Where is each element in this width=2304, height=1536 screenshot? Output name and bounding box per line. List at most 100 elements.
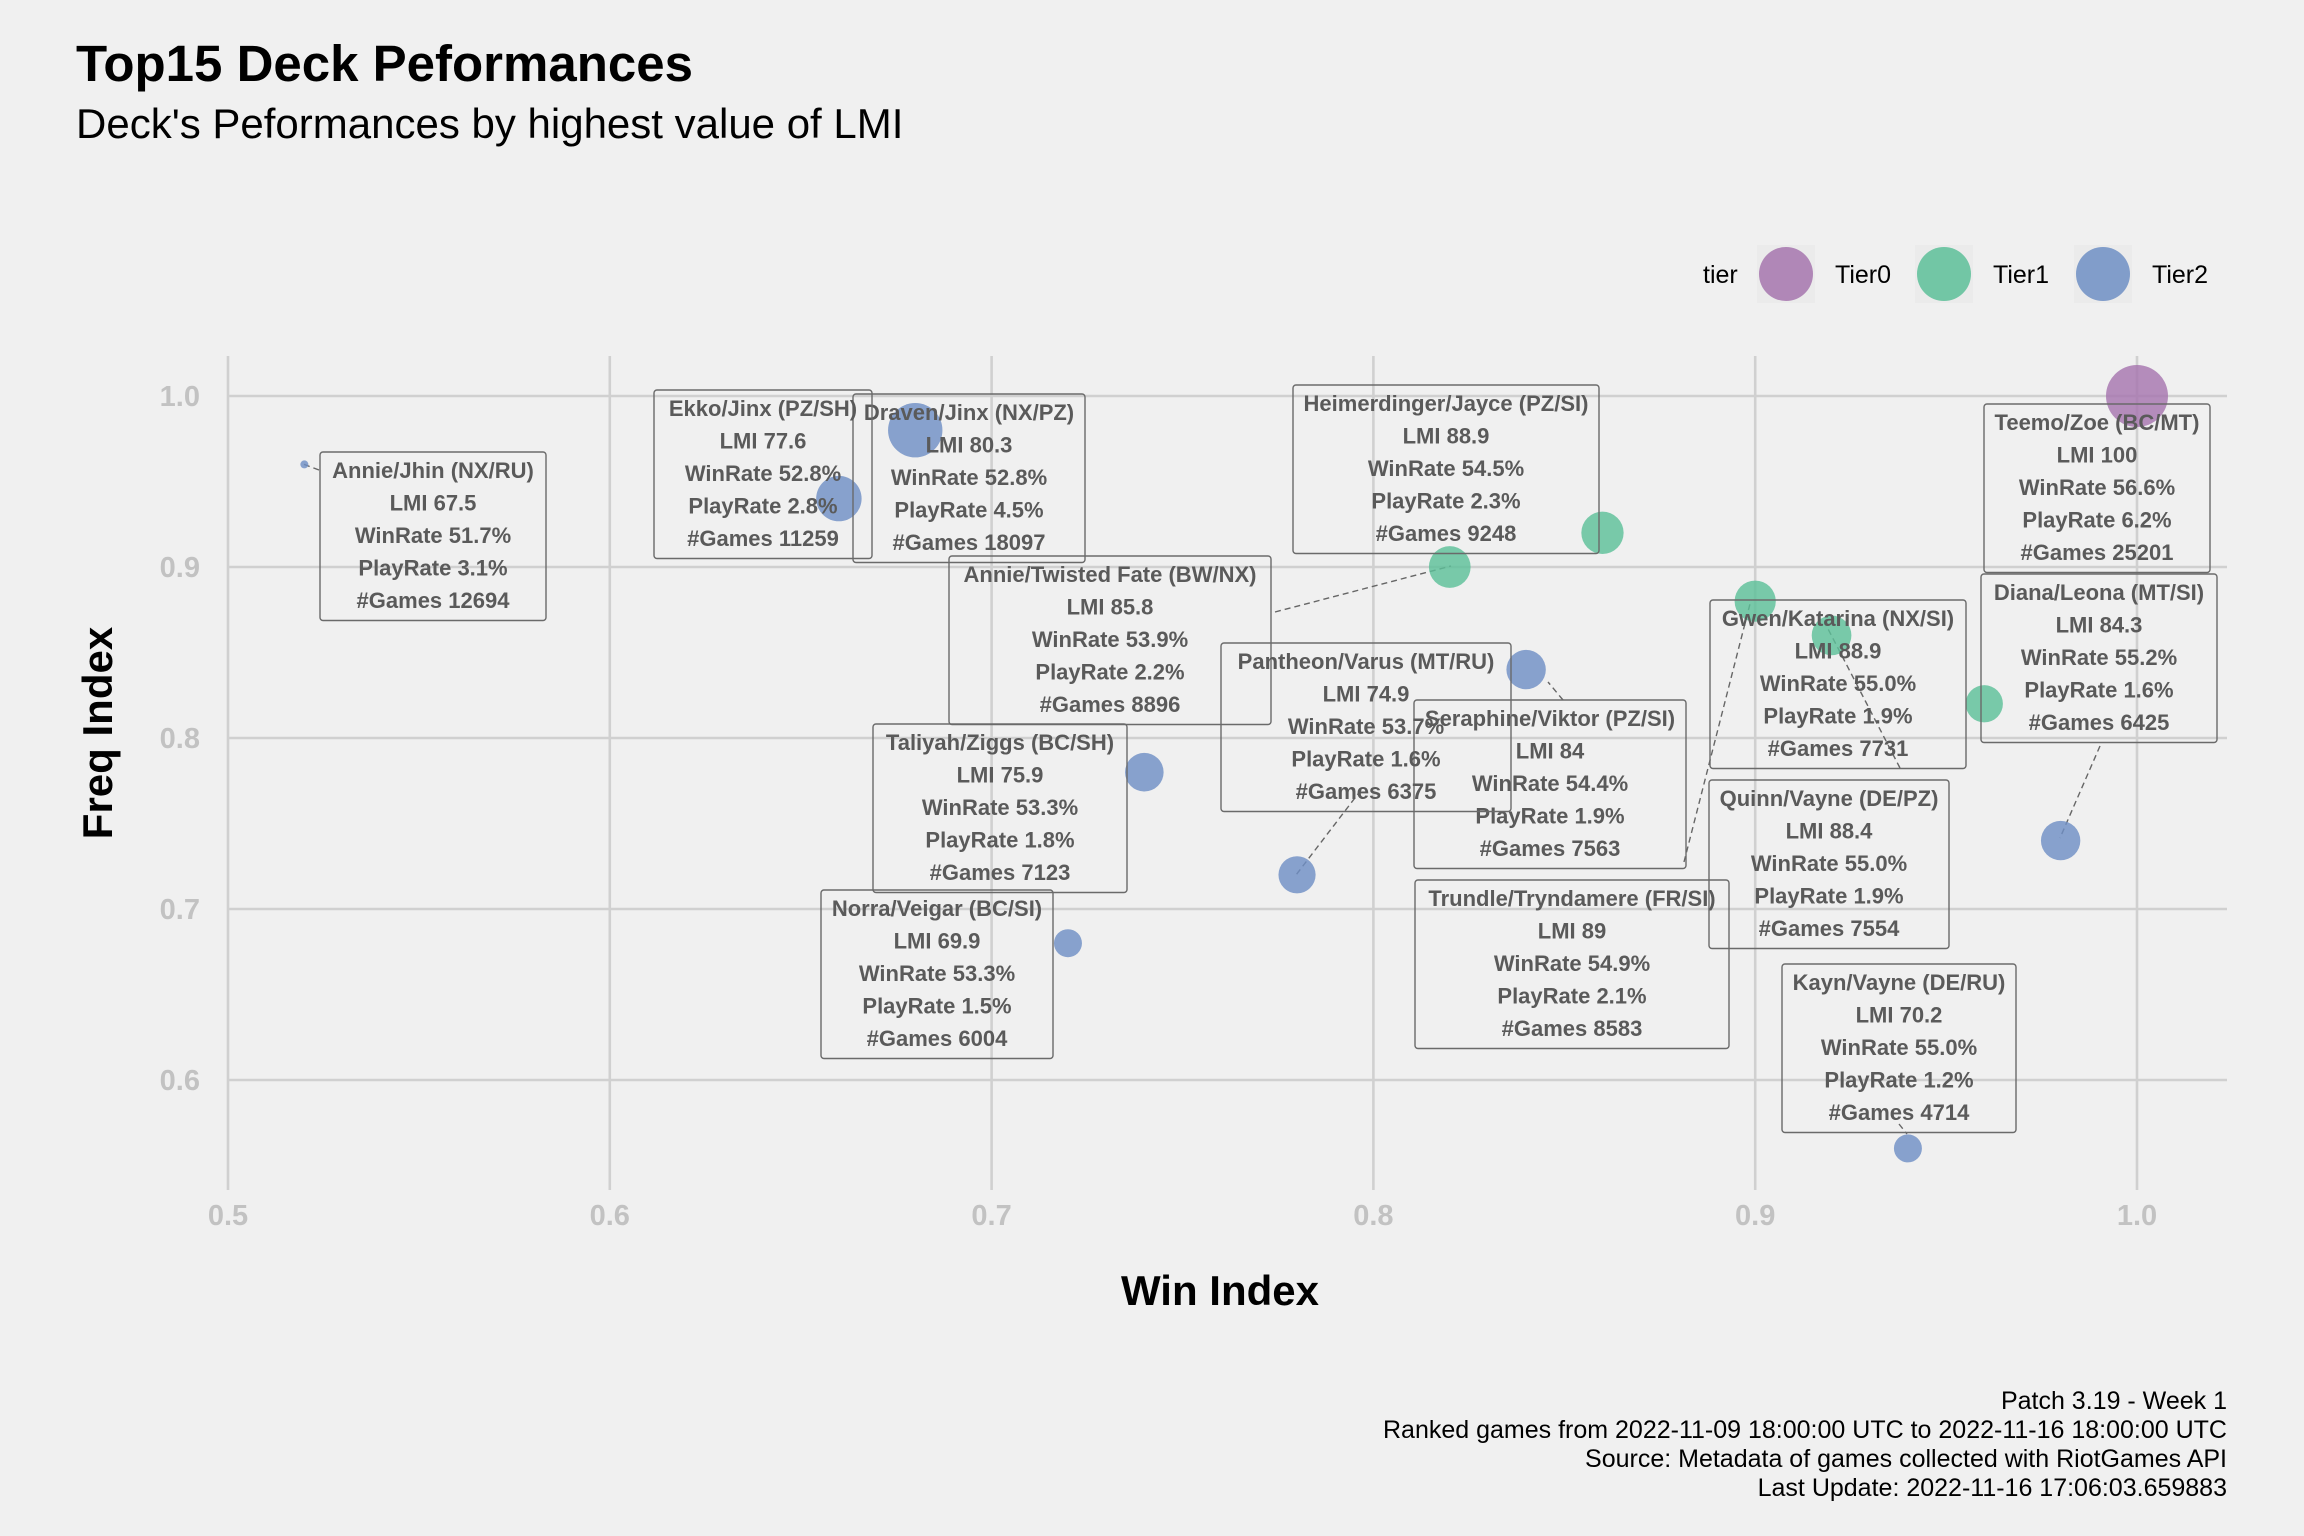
label-line: Norra/Veigar (BC/SI): [832, 896, 1042, 921]
chart-subtitle: Deck's Peformances by highest value of L…: [76, 100, 903, 147]
y-tick-label: 0.9: [160, 552, 200, 584]
axis-ticks: 0.5 0.6 0.7 0.8 0.9 1.0 0.6 0.7 0.8 0.9 1.0: [160, 381, 2157, 1232]
label-line: Gwen/Katarina (NX/SI): [1722, 606, 1954, 631]
label-line: #Games 7554: [1759, 916, 1900, 941]
y-tick-label: 0.7: [160, 894, 200, 926]
x-tick-label: 0.7: [971, 1200, 1011, 1232]
point-label: Norra/Veigar (BC/SI) LMI 69.9 WinRate 53.3…: [820, 889, 1054, 1060]
label-line: WinRate 51.7%: [355, 523, 511, 548]
label-box: [820, 889, 1054, 1060]
label-line: LMI 88.4: [1786, 819, 1874, 844]
point-label: Trundle/Tryndamere (FR/SI) LMI 89 WinRate …: [1414, 879, 1730, 1050]
data-points: [300, 365, 2168, 1163]
label-line: PlayRate 1.9%: [1763, 704, 1912, 729]
label-line: WinRate 55.0%: [1760, 671, 1916, 696]
label-line: #Games 6375: [1296, 779, 1437, 804]
chart-title: Top15 Deck Peformances: [76, 35, 693, 92]
caption: Patch 3.19 - Week 1 Ranked games from 20…: [1383, 1387, 2227, 1502]
point-label: Annie/Twisted Fate (BW/NX) LMI 85.8 WinRat…: [948, 555, 1272, 726]
label-line: WinRate 56.6%: [2019, 475, 2175, 500]
label-line: WinRate 53.9%: [1032, 627, 1188, 652]
label-line: #Games 7731: [1768, 736, 1909, 761]
data-point: [1965, 685, 2003, 723]
label-line: PlayRate 1.6%: [2024, 678, 2173, 703]
point-label: Kayn/Vayne (DE/RU) LMI 70.2 WinRate 55.0% P…: [1781, 963, 2017, 1134]
label-line: #Games 9248: [1376, 521, 1517, 546]
label-line: LMI 80.3: [926, 433, 1013, 458]
label-line: LMI 75.9: [957, 763, 1044, 788]
label-box: [319, 451, 547, 622]
label-line: Heimerdinger/Jayce (PZ/SI): [1304, 391, 1589, 416]
caption-line-3: Source: Metadata of games collected with…: [1585, 1445, 2227, 1473]
label-line: PlayRate 1.5%: [862, 994, 1011, 1019]
label-line: LMI 88.9: [1795, 639, 1882, 664]
label-leader: [1295, 789, 1362, 876]
legend: tier Tier0 Tier1 Tier2: [1703, 245, 2208, 303]
label-line: #Games 4714: [1829, 1100, 1970, 1125]
label-line: LMI 85.8: [1067, 595, 1154, 620]
data-point: [1125, 752, 1164, 792]
label-box: [1413, 699, 1687, 870]
y-tick-label: 0.6: [160, 1065, 200, 1097]
caption-line-1: Patch 3.19 - Week 1: [2001, 1387, 2227, 1415]
label-line: #Games 6425: [2029, 710, 2170, 735]
label-line: PlayRate 1.9%: [1475, 804, 1624, 829]
label-box: [1708, 779, 1950, 950]
data-point: [1053, 929, 1082, 958]
label-line: WinRate 54.9%: [1494, 951, 1650, 976]
label-line: Seraphine/Viktor (PZ/SI): [1425, 706, 1675, 731]
legend-key-tier0: [1759, 247, 1813, 301]
label-line: LMI 69.9: [894, 929, 981, 954]
label-line: Annie/Jhin (NX/RU): [332, 458, 534, 483]
label-line: Annie/Twisted Fate (BW/NX): [964, 562, 1257, 587]
label-line: PlayRate 6.2%: [2022, 508, 2171, 533]
label-line: Pantheon/Varus (MT/RU): [1238, 649, 1495, 674]
label-line: WinRate 54.4%: [1472, 771, 1628, 796]
caption-line-4: Last Update: 2022-11-16 17:06:03.659883: [1758, 1474, 2227, 1502]
label-line: #Games 6004: [867, 1026, 1008, 1051]
point-label: Gwen/Katarina (NX/SI) LMI 88.9 WinRate 55.…: [1709, 599, 1967, 770]
label-line: WinRate 54.5%: [1368, 456, 1524, 481]
label-line: PlayRate 1.6%: [1291, 747, 1440, 772]
data-point: [1581, 511, 1624, 554]
label-box: [1980, 573, 2218, 744]
label-line: Taliyah/Ziggs (BC/SH): [886, 730, 1114, 755]
label-line: WinRate 52.8%: [891, 465, 1047, 490]
label-line: Draven/Jinx (NX/PZ): [864, 400, 1074, 425]
label-line: WinRate 52.8%: [685, 461, 841, 486]
data-point: [1506, 649, 1546, 690]
label-line: LMI 77.6: [720, 429, 807, 454]
x-tick-label: 0.5: [208, 1200, 248, 1232]
label-leader: [1547, 681, 1564, 701]
label-line: Kayn/Vayne (DE/RU): [1793, 970, 2006, 995]
label-box: [1709, 599, 1967, 770]
label-box: [1781, 963, 2017, 1134]
label-line: LMI 100: [2057, 443, 2138, 468]
x-tick-label: 0.9: [1735, 1200, 1775, 1232]
legend-label: Tier2: [2152, 261, 2208, 289]
data-point: [888, 403, 943, 458]
label-line: LMI 74.9: [1323, 682, 1410, 707]
label-line: Quinn/Vayne (DE/PZ): [1720, 786, 1939, 811]
data-point: [1734, 580, 1776, 622]
label-line: #Games 25201: [2021, 540, 2174, 565]
point-label: Pantheon/Varus (MT/RU) LMI 74.9 WinRate 53…: [1220, 642, 1512, 813]
x-tick-label: 0.8: [1353, 1200, 1393, 1232]
label-line: Trundle/Tryndamere (FR/SI): [1428, 886, 1715, 911]
label-line: Ekko/Jinx (PZ/SH): [669, 396, 857, 421]
point-label: Draven/Jinx (NX/PZ) LMI 80.3 WinRate 52.8%…: [852, 393, 1086, 564]
data-point: [1893, 1134, 1922, 1163]
label-line: WinRate 55.0%: [1821, 1035, 1977, 1060]
data-point: [300, 460, 309, 469]
label-box: [1292, 384, 1600, 555]
caption-line-2: Ranked games from 2022-11-09 18:00:00 UT…: [1383, 1416, 2227, 1444]
label-line: LMI 89: [1538, 919, 1606, 944]
label-line: PlayRate 1.8%: [925, 828, 1074, 853]
label-line: WinRate 53.7%: [1288, 714, 1444, 739]
data-point: [1428, 546, 1471, 588]
label-box: [1414, 879, 1730, 1050]
legend-title: tier: [1703, 261, 1738, 289]
label-line: PlayRate 2.3%: [1371, 489, 1520, 514]
data-point: [2040, 820, 2081, 861]
label-box: [1983, 403, 2211, 574]
